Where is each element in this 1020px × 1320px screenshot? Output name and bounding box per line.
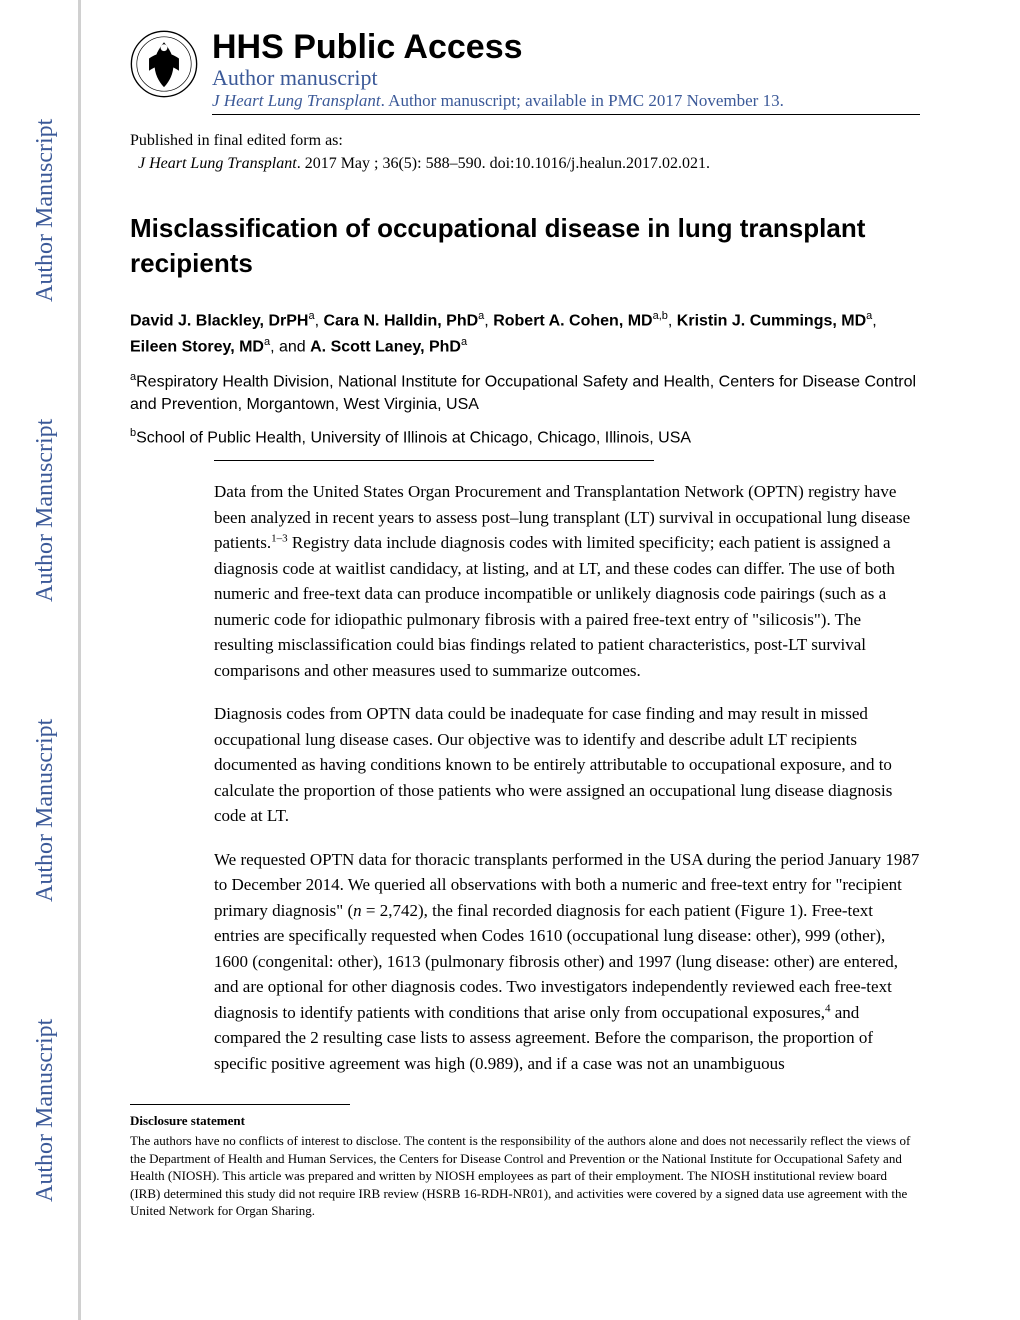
body-paragraph-2: Diagnosis codes from OPTN data could be …: [214, 701, 920, 829]
pub-journal: J Heart Lung Transplant: [138, 155, 297, 172]
author-name: Kristin J. Cummings, MD: [677, 312, 866, 329]
author-name: David J. Blackley, DrPH: [130, 312, 308, 329]
author-name: Eileen Storey, MD: [130, 338, 264, 355]
header-row: HHS Public Access Author manuscript J He…: [130, 30, 920, 115]
p3-ital: n: [353, 901, 366, 920]
hhs-title: HHS Public Access: [212, 30, 920, 66]
p1b: Registry data include diagnosis codes wi…: [214, 533, 895, 680]
body-paragraph-3: We requested OPTN data for thoracic tran…: [214, 847, 920, 1077]
p1-ref: 1–3: [271, 532, 288, 544]
disclosure-heading: Disclosure statement: [130, 1113, 920, 1129]
affiliation: aRespiratory Health Division, National I…: [130, 370, 920, 417]
watermark-text: Author Manuscript: [32, 90, 78, 330]
hhs-logo-icon: [130, 30, 198, 98]
body-paragraph-1: Data from the United States Organ Procur…: [214, 479, 920, 683]
pub-rest: . 2017 May ; 36(5): 588–590. doi:10.1016…: [297, 155, 710, 172]
footnote-rule: [130, 1104, 350, 1105]
affiliation: bSchool of Public Health, University of …: [130, 426, 920, 450]
affil-text: School of Public Health, University of I…: [136, 430, 691, 447]
disclosure-text: The authors have no conflicts of interes…: [130, 1132, 920, 1220]
authors-block: David J. Blackley, DrPHa, Cara N. Halldi…: [130, 308, 920, 360]
watermark-text: Author Manuscript: [32, 390, 78, 630]
header-text-block: HHS Public Access Author manuscript J He…: [212, 30, 920, 115]
journal-line: J Heart Lung Transplant. Author manuscri…: [212, 90, 920, 112]
pub-citation: J Heart Lung Transplant. 2017 May ; 36(5…: [130, 152, 920, 175]
affil-text: Respiratory Health Division, National In…: [130, 373, 916, 413]
header-subtitle: Author manuscript: [212, 66, 920, 90]
and-word: and: [279, 338, 310, 355]
author-aff: a,b: [653, 310, 668, 322]
author-name: Robert A. Cohen, MD: [493, 312, 652, 329]
author-name: Cara N. Halldin, PhD: [323, 312, 478, 329]
page-content: HHS Public Access Author manuscript J He…: [130, 30, 950, 1220]
journal-name: J Heart Lung Transplant: [212, 91, 381, 110]
article-title: Misclassification of occupational diseas…: [130, 211, 920, 281]
pub-line1: Published in final edited form as:: [130, 129, 920, 152]
watermark-border: [78, 0, 81, 1320]
section-rule: [214, 460, 654, 461]
watermark-text: Author Manuscript: [32, 690, 78, 930]
publication-info: Published in final edited form as: J Hea…: [130, 129, 920, 175]
watermark-text: Author Manuscript: [32, 990, 78, 1230]
author-name: A. Scott Laney, PhD: [310, 338, 461, 355]
watermark-strip: Author Manuscript Author Manuscript Auth…: [32, 0, 78, 1320]
author-aff: a: [461, 336, 467, 348]
journal-rest: . Author manuscript; available in PMC 20…: [381, 91, 784, 110]
